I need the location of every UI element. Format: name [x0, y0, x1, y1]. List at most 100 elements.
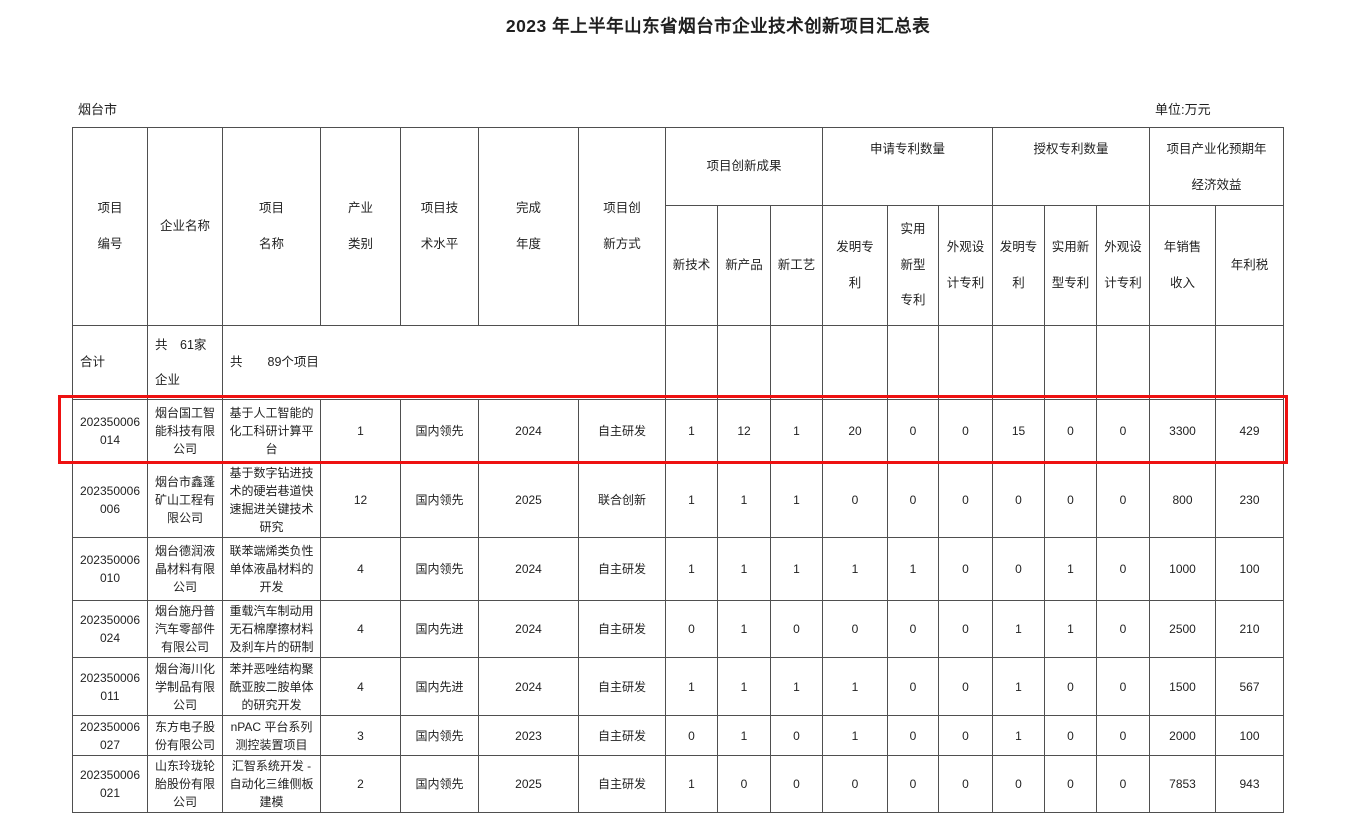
new-process-count: 1 [770, 657, 823, 716]
empty-cell [770, 325, 823, 400]
project-name: 汇智系统开发 - 自动化三维侧板建模 [222, 755, 321, 813]
header-granted-invention-patent: 发明专 利 [992, 205, 1045, 326]
completion-year: 2024 [478, 399, 579, 463]
new-product-count: 1 [717, 715, 771, 756]
innovation-method: 自主研发 [578, 715, 666, 756]
granted-design-patent-count: 0 [1096, 537, 1150, 601]
tech-level: 国内领先 [400, 755, 479, 813]
annual-sales-revenue: 1500 [1149, 657, 1216, 716]
applied-invention-patent-count: 20 [822, 399, 888, 463]
applied-invention-patent-count: 1 [822, 715, 888, 756]
empty-cell [1096, 325, 1150, 400]
tech-level: 国内先进 [400, 600, 479, 658]
industry-category: 3 [320, 715, 401, 756]
header-applied-design-patent: 外观设 计专利 [938, 205, 993, 326]
annual-profit-tax: 230 [1214, 462, 1285, 538]
applied-invention-patent-count: 0 [822, 755, 888, 813]
table-row: 202350006011 烟台海川化学制品有限公司 苯并恶唑结构聚酰亚胺二胺单体的研… [72, 657, 1285, 716]
granted-invention-patent-count: 0 [992, 462, 1045, 538]
applied-utility-patent-count: 1 [887, 537, 939, 601]
header-group-applied-patents: 申请专利数量 [822, 127, 993, 206]
new-tech-count: 0 [665, 600, 718, 658]
completion-year: 2023 [478, 715, 579, 756]
annual-profit-tax: 210 [1214, 600, 1285, 658]
annual-profit-tax: 943 [1214, 755, 1285, 813]
header-annual-sales-revenue: 年销售 收入 [1149, 205, 1216, 326]
header-group-economic-benefit: 项目产业化预期年 经济效益 [1148, 127, 1285, 206]
granted-invention-patent-count: 0 [992, 537, 1045, 601]
applied-design-patent-count: 0 [938, 600, 993, 658]
applied-design-patent-count: 0 [938, 715, 993, 756]
header-group-granted-patents: 授权专利数量 [992, 127, 1150, 206]
applied-invention-patent-count: 1 [822, 657, 888, 716]
new-tech-count: 1 [665, 537, 718, 601]
annual-profit-tax: 429 [1214, 399, 1285, 463]
granted-utility-patent-count: 0 [1044, 755, 1097, 813]
project-id: 202350006021 [72, 755, 148, 813]
annual-sales-revenue: 2000 [1149, 715, 1216, 756]
project-name: 苯并恶唑结构聚酰亚胺二胺单体的研究开发 [222, 657, 321, 716]
company-name: 东方电子股份有限公司 [147, 715, 223, 756]
granted-invention-patent-count: 0 [992, 755, 1045, 813]
project-name: 基于数字钻进技术的硬岩巷道快速掘进关键技术研究 [222, 462, 321, 538]
new-process-count: 1 [770, 399, 823, 463]
new-product-count: 1 [717, 462, 771, 538]
summary-company-count: 共 61家 企业 [147, 325, 223, 400]
granted-utility-patent-count: 0 [1044, 462, 1097, 538]
empty-cell [665, 325, 718, 400]
completion-year: 2024 [478, 537, 579, 601]
header-tech-level: 项目技 术水平 [400, 127, 479, 326]
header-innovation-method: 项目创 新方式 [578, 127, 666, 326]
table-row: 202350006014 烟台国工智能科技有限公司 基于人工智能的化工科研计算平台 1… [72, 399, 1285, 463]
annual-sales-revenue: 800 [1149, 462, 1216, 538]
completion-year: 2024 [478, 600, 579, 658]
summary-table: 项目 编号 企业名称 项目 名称 产业 类别 项目技 术水平 完成 年度 项目创… [72, 127, 1285, 813]
applied-invention-patent-count: 0 [822, 600, 888, 658]
innovation-method: 自主研发 [578, 755, 666, 813]
applied-utility-patent-count: 0 [887, 657, 939, 716]
project-name: 重载汽车制动用无石棉摩擦材料及刹车片的研制 [222, 600, 321, 658]
project-id: 202350006010 [72, 537, 148, 601]
company-name: 山东玲珑轮胎股份有限公司 [147, 755, 223, 813]
innovation-method: 自主研发 [578, 399, 666, 463]
company-name: 烟台国工智能科技有限公司 [147, 399, 223, 463]
granted-utility-patent-count: 0 [1044, 715, 1097, 756]
new-tech-count: 1 [665, 462, 718, 538]
applied-utility-patent-count: 0 [887, 462, 939, 538]
new-product-count: 0 [717, 755, 771, 813]
summary-project-count: 共 89个项目 [222, 325, 666, 400]
project-id: 202350006024 [72, 600, 148, 658]
unit-label: 单位:万元 [1155, 102, 1211, 117]
header-row-groups: 项目 编号 企业名称 项目 名称 产业 类别 项目技 术水平 完成 年度 项目创… [72, 127, 1285, 326]
header-granted-utility-patent: 实用新 型专利 [1044, 205, 1097, 326]
new-tech-count: 1 [665, 755, 718, 813]
project-id: 202350006011 [72, 657, 148, 716]
granted-utility-patent-count: 1 [1044, 537, 1097, 601]
industry-category: 12 [320, 462, 401, 538]
header-group-innovation-results: 项目创新成果 [665, 127, 823, 206]
header-project-id: 项目 编号 [72, 127, 148, 326]
header-new-process: 新工艺 [770, 205, 823, 326]
tech-level: 国内领先 [400, 537, 479, 601]
empty-cell [822, 325, 888, 400]
granted-utility-patent-count: 0 [1044, 399, 1097, 463]
new-product-count: 1 [717, 600, 771, 658]
company-name: 烟台施丹普汽车零部件有限公司 [147, 600, 223, 658]
new-tech-count: 0 [665, 715, 718, 756]
header-new-product: 新产品 [717, 205, 771, 326]
summary-row: 合计 共 61家 企业 共 89个项目 [72, 325, 1285, 400]
new-process-count: 1 [770, 462, 823, 538]
granted-utility-patent-count: 0 [1044, 657, 1097, 716]
empty-cell [992, 325, 1045, 400]
granted-design-patent-count: 0 [1096, 399, 1150, 463]
innovation-method: 自主研发 [578, 600, 666, 658]
table-row: 202350006010 烟台德润液晶材料有限公司 联苯端烯类负性单体液晶材料的开发… [72, 537, 1285, 601]
completion-year: 2025 [478, 755, 579, 813]
tech-level: 国内领先 [400, 399, 479, 463]
annual-sales-revenue: 2500 [1149, 600, 1216, 658]
new-product-count: 1 [717, 657, 771, 716]
company-name: 烟台德润液晶材料有限公司 [147, 537, 223, 601]
table-row: 202350006006 烟台市鑫蓬矿山工程有限公司 基于数字钻进技术的硬岩巷道快速… [72, 462, 1285, 538]
header-completion-year: 完成 年度 [478, 127, 579, 326]
applied-design-patent-count: 0 [938, 462, 993, 538]
